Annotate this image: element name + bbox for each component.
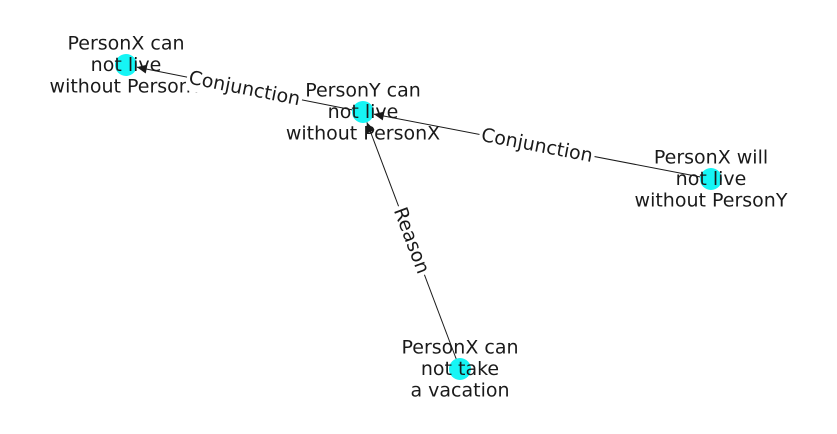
- node-label-line: PersonX can: [401, 337, 518, 359]
- edge-label-background: [386, 201, 437, 280]
- graph-node-3: [700, 168, 722, 190]
- nodes-layer: [115, 54, 722, 380]
- node-label-line: a vacation: [410, 380, 509, 402]
- node-label-line: not take: [421, 358, 499, 380]
- arrow-head-1: [136, 64, 148, 74]
- graph-node-2: [352, 101, 374, 123]
- node-label-line: PersonY can: [305, 80, 421, 102]
- node-label-4: PersonX can not take a vacation: [401, 337, 518, 402]
- edge-label-group-1: Conjunction: [184, 64, 305, 113]
- edge-label-3: Reason: [389, 204, 434, 277]
- arrow-head-2: [373, 111, 385, 121]
- edge-label-background: [477, 121, 597, 170]
- edge-label-group-2: Conjunction: [477, 121, 597, 170]
- edges-layer: [136, 64, 712, 370]
- node-label-line: not live: [328, 101, 399, 123]
- node-label-3: PersonX will not live without PersonY: [635, 147, 788, 212]
- edge-label-2: Conjunction: [479, 124, 594, 167]
- edge-label-background: [184, 64, 305, 113]
- arrow-head-3: [366, 122, 375, 134]
- node-label-line: PersonX will: [654, 147, 768, 169]
- node-label-line: without PersonY: [50, 76, 203, 98]
- graph-node-4: [449, 358, 471, 380]
- node-label-line: PersonX can: [67, 33, 184, 55]
- node-label-line: without PersonX: [286, 123, 440, 145]
- node-label-2: PersonY can not live without PersonX: [286, 80, 440, 145]
- node-label-1: PersonX can not live without PersonY: [50, 33, 203, 98]
- graph-node-1: [115, 54, 137, 76]
- node-labels-layer: PersonX can not live without PersonY Person…: [50, 33, 788, 402]
- edge-label-group-3: Reason: [386, 201, 437, 280]
- node-label-line: not live: [91, 54, 162, 76]
- edge-label-1: Conjunction: [187, 67, 302, 111]
- node-label-line: without PersonY: [635, 190, 788, 212]
- node-label-line: not live: [676, 168, 747, 190]
